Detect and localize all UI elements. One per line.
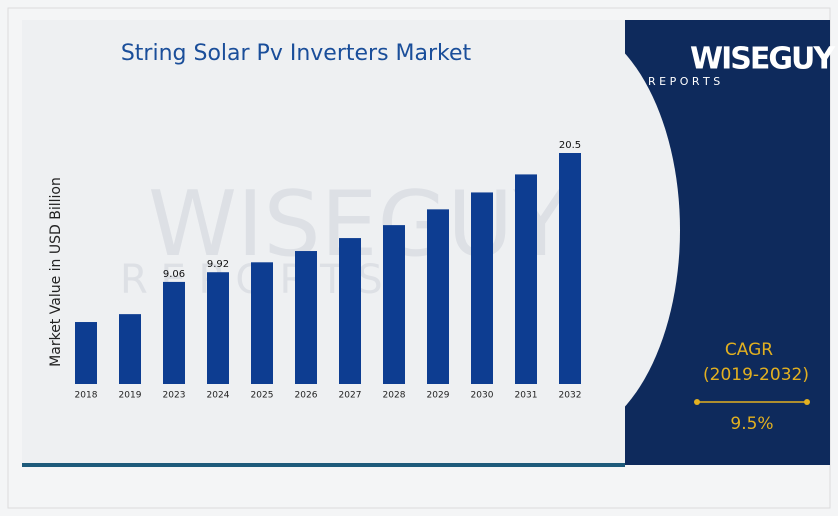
bar	[559, 153, 581, 384]
bar	[383, 225, 405, 384]
page: WISEGUY R E P O R T S String Solar Pv In…	[0, 0, 838, 516]
data-label: 9.92	[207, 259, 229, 270]
bar	[471, 192, 493, 384]
x-tick-label: 2019	[119, 391, 142, 401]
cagr-dot	[804, 399, 810, 405]
x-tick-label: 2026	[295, 391, 318, 401]
y-axis-label: Market Value in USD Billion	[48, 177, 64, 367]
bar	[427, 209, 449, 384]
x-tick-label: 2024	[207, 391, 230, 401]
bar	[339, 238, 361, 384]
bar	[295, 251, 317, 384]
bottom-rule	[22, 463, 625, 467]
bar	[515, 174, 537, 384]
x-tick-label: 2028	[383, 391, 406, 401]
logo-name: WISEGUY	[690, 42, 836, 77]
cagr-value: 9.5%	[730, 414, 773, 434]
cagr-label: CAGR	[725, 340, 773, 360]
x-tick-label: 2032	[559, 391, 582, 401]
cagr-period: (2019-2032)	[703, 365, 809, 385]
bar	[75, 322, 97, 384]
chart-title: String Solar Pv Inverters Market	[121, 41, 472, 66]
data-label: 20.5	[559, 140, 581, 151]
x-tick-label: 2025	[251, 391, 274, 401]
logo-sub: R E P O R T S	[648, 75, 720, 88]
bar	[119, 314, 141, 384]
x-tick-label: 2030	[471, 391, 494, 401]
x-tick-label: 2029	[427, 391, 450, 401]
x-tick-label: 2031	[515, 391, 538, 401]
x-tick-label: 2027	[339, 391, 362, 401]
bar	[207, 272, 229, 384]
x-tick-label: 2018	[75, 391, 98, 401]
x-tick-label: 2023	[163, 391, 186, 401]
data-label: 9.06	[163, 269, 185, 280]
bar	[163, 282, 185, 384]
cagr-dot	[694, 399, 700, 405]
bar	[251, 262, 273, 384]
